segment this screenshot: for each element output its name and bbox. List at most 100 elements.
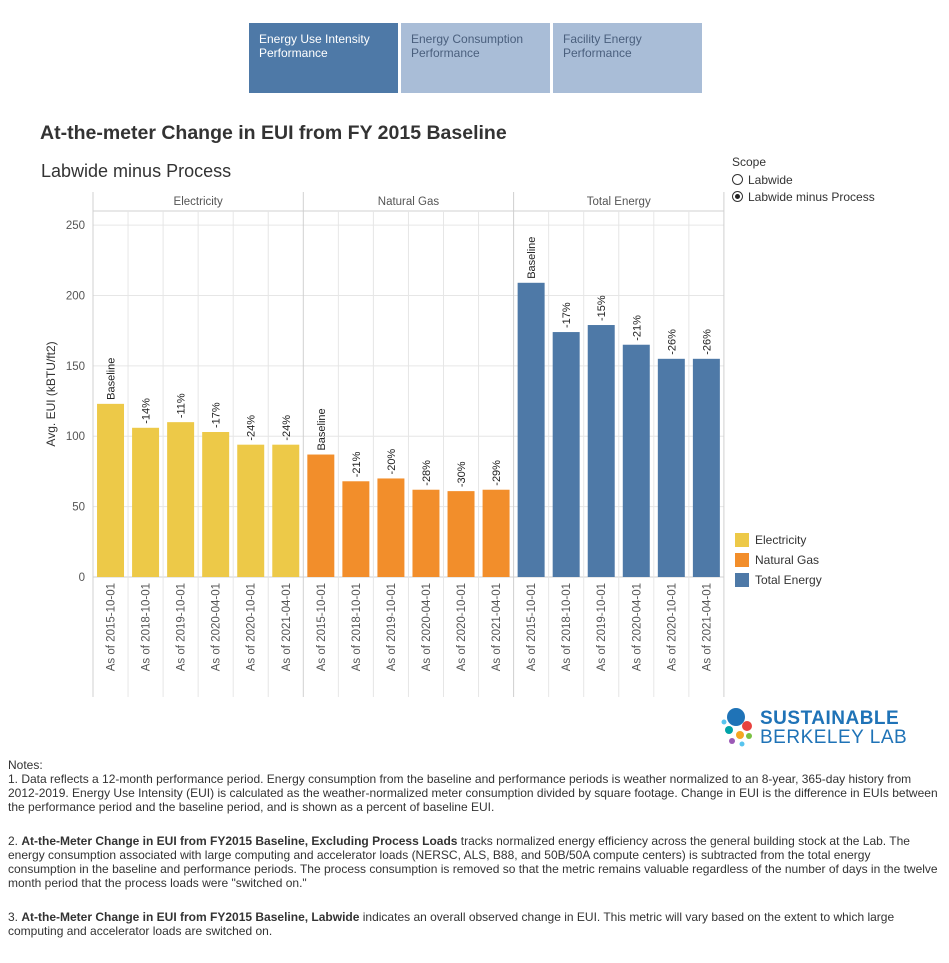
data-label: -17%	[561, 302, 573, 328]
bar	[342, 481, 370, 577]
bar-chart: 0 50 100 150 200 250 Avg. EUI (kBTU/ft2) Electr…	[44, 192, 725, 697]
data-label: -30%	[456, 461, 468, 487]
x-tick-label: As of 2018-10-01	[561, 583, 573, 671]
x-tick-label: As of 2020-10-01	[246, 583, 258, 671]
bar	[412, 489, 440, 577]
data-label: Baseline	[526, 237, 538, 279]
tab-facility-energy[interactable]: Facility Energy Performance	[553, 23, 702, 93]
x-tick-label: As of 2020-04-01	[631, 583, 643, 671]
x-tick-label: As of 2021-04-01	[281, 583, 293, 671]
note-2-bold: At-the-Meter Change in EUI from FY2015 B…	[21, 834, 458, 848]
x-tick-label: As of 2021-04-01	[491, 583, 503, 671]
legend: Electricity Natural Gas Total Energy	[735, 530, 822, 590]
legend-label: Total Energy	[755, 573, 822, 587]
bar	[447, 491, 475, 577]
logo-line-1: SUSTAINABLE	[760, 708, 900, 729]
data-label: -21%	[351, 451, 363, 477]
bar	[132, 427, 160, 577]
data-label: -28%	[421, 460, 433, 486]
y-tick-label: 100	[66, 431, 85, 443]
panel-header-natural-gas: Natural Gas	[378, 196, 440, 208]
x-tick-label: As of 2015-10-01	[526, 583, 538, 671]
x-tick-label: As of 2019-10-01	[596, 583, 608, 671]
bar	[307, 454, 335, 577]
y-tick-label: 200	[66, 290, 85, 302]
scope-filter: Scope Labwide Labwide minus Process	[732, 155, 875, 205]
data-label: -14%	[141, 398, 153, 424]
note-3-text: indicates an overall observed change in …	[8, 910, 895, 938]
bar	[167, 422, 195, 577]
bar	[237, 444, 265, 577]
legend-item-natural-gas[interactable]: Natural Gas	[735, 550, 822, 570]
x-tick-label: As of 2019-10-01	[386, 583, 398, 671]
scope-option-label: Labwide	[748, 172, 793, 187]
x-tick-label: As of 2015-10-01	[106, 583, 118, 671]
logo-dots-icon	[721, 708, 752, 747]
data-label: -29%	[491, 460, 503, 486]
data-label: -24%	[281, 415, 293, 441]
note-3: 3. At-the-Meter Change in EUI from FY201…	[8, 910, 940, 938]
scope-option-labwide-minus-process[interactable]: Labwide minus Process	[732, 188, 875, 205]
legend-item-total-energy[interactable]: Total Energy	[735, 570, 822, 590]
legend-swatch	[735, 573, 749, 587]
legend-label: Natural Gas	[755, 553, 820, 567]
y-axis-label: Avg. EUI (kBTU/ft2)	[44, 341, 58, 446]
x-tick-label: As of 2020-04-01	[421, 583, 433, 671]
radio-button-checked[interactable]	[732, 191, 743, 202]
bar	[202, 432, 230, 577]
scope-title: Scope	[732, 155, 767, 169]
bar	[552, 332, 580, 577]
tab-label: Energy Use Intensity Performance	[259, 32, 370, 60]
x-tick-label: As of 2015-10-01	[316, 583, 328, 671]
scope-option-labwide[interactable]: Labwide	[732, 171, 875, 188]
notes: Notes: 1. Data reflects a 12-month perfo…	[8, 758, 940, 938]
legend-swatch	[735, 553, 749, 567]
logo-line-2: BERKELEY LAB	[760, 727, 908, 748]
x-tick-label: As of 2019-10-01	[176, 583, 188, 671]
data-label: Baseline	[106, 358, 118, 400]
y-tick-label: 150	[66, 361, 85, 373]
note-3-number: 3.	[8, 910, 22, 924]
x-tick-label: As of 2018-10-01	[351, 583, 363, 671]
data-label: -24%	[246, 415, 258, 441]
note-2: 2. At-the-Meter Change in EUI from FY201…	[8, 834, 940, 890]
bar	[657, 358, 685, 577]
data-label: -11%	[176, 393, 188, 418]
x-tick-label: As of 2020-10-01	[456, 583, 468, 671]
x-tick-label: As of 2020-10-01	[666, 583, 678, 671]
tab-label: Energy Consumption Performance	[411, 32, 524, 60]
legend-swatch	[735, 533, 749, 547]
bar	[482, 489, 510, 577]
bar	[587, 325, 615, 577]
chart-title: At-the-meter Change in EUI from FY 2015 …	[40, 122, 507, 144]
y-tick-label: 250	[66, 220, 85, 232]
panel-header-electricity: Electricity	[174, 196, 223, 208]
radio-button[interactable]	[732, 174, 743, 185]
data-label: -20%	[386, 449, 398, 475]
y-tick-label: 50	[72, 502, 85, 514]
note-3-bold: At-the-Meter Change in EUI from FY2015 B…	[21, 910, 360, 924]
sustainable-berkeley-lab-logo: SUSTAINABLE BERKELEY LAB	[720, 706, 920, 750]
data-label: Baseline	[316, 408, 328, 450]
bar	[517, 282, 545, 577]
chart-subtitle: Labwide minus Process	[41, 161, 232, 181]
tab-label: Facility Energy Performance	[563, 32, 642, 60]
data-label: -17%	[211, 402, 223, 428]
tab-energy-consumption[interactable]: Energy Consumption Performance	[401, 23, 550, 93]
y-tick-label: 0	[79, 572, 85, 584]
bar	[97, 403, 125, 577]
data-label: -21%	[631, 315, 643, 341]
data-label: -26%	[666, 329, 678, 355]
data-label: -26%	[701, 329, 713, 355]
data-label: -15%	[596, 295, 608, 321]
x-tick-label: As of 2020-04-01	[211, 583, 223, 671]
note-2-text: tracks normalized energy efficiency acro…	[8, 834, 938, 890]
bar	[377, 478, 405, 577]
scope-option-label: Labwide minus Process	[748, 189, 875, 204]
bar	[692, 358, 720, 577]
legend-item-electricity[interactable]: Electricity	[735, 530, 822, 550]
tab-energy-use-intensity[interactable]: Energy Use Intensity Performance	[249, 23, 398, 93]
bar	[622, 344, 650, 577]
x-tick-label: As of 2018-10-01	[141, 583, 153, 671]
note-1: 1. Data reflects a 12-month performance …	[8, 772, 938, 814]
